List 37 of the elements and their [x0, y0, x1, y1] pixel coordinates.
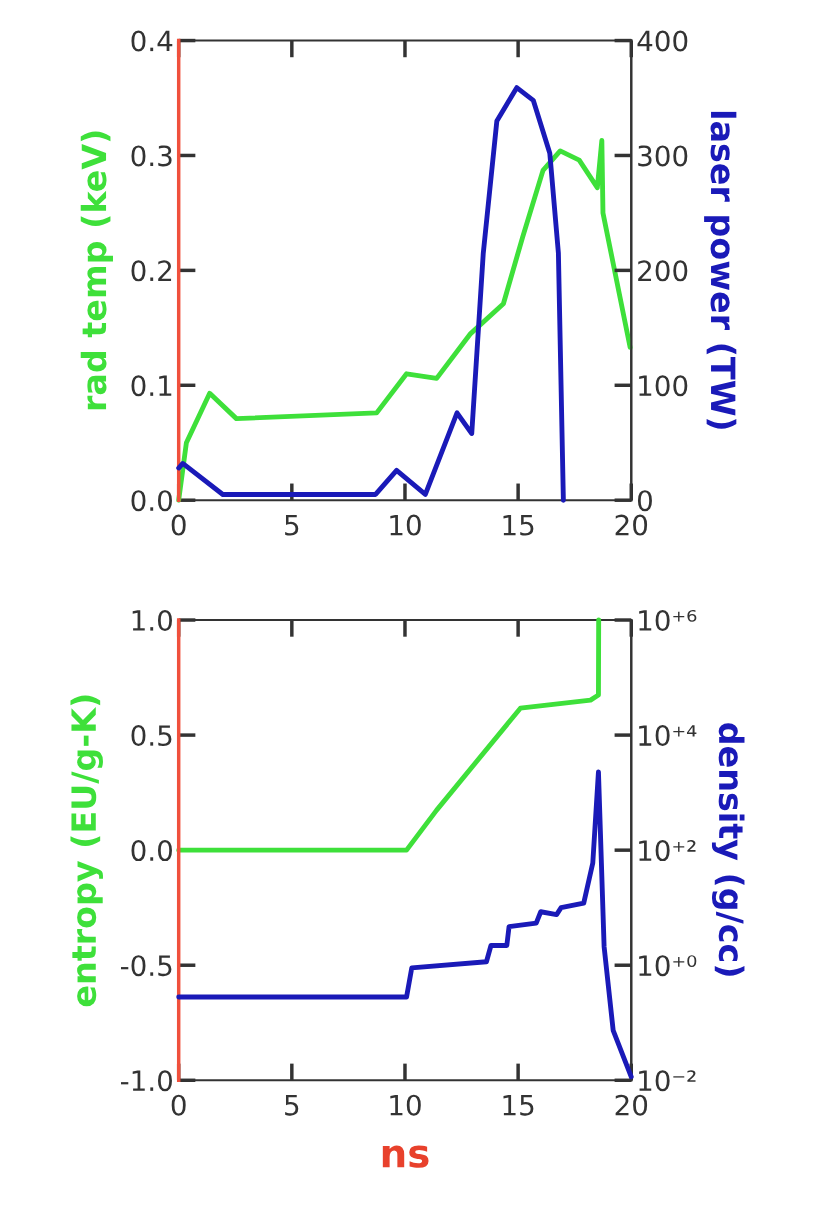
- y-tick-label: 0.5: [131, 725, 172, 747]
- line-series: [176, 617, 602, 853]
- y2-tick-label: 300: [638, 145, 688, 167]
- y2-tick-label: 0: [637, 490, 652, 512]
- line-series: [176, 85, 566, 503]
- y-tick-label: 0.3: [131, 145, 172, 167]
- y-tick-label: 0.2: [131, 260, 172, 282]
- y-tick-label: -1.0: [120, 1070, 172, 1092]
- x-tick-label: 15: [503, 1095, 534, 1116]
- y2-tick-label: 10⁺⁶: [639, 609, 697, 631]
- y-tick-label: -0.5: [120, 955, 172, 977]
- y-tick-label: 1.0: [132, 609, 172, 631]
- y2-tick-label: 10⁻²: [639, 1070, 696, 1092]
- x-tick-label: 5: [285, 514, 299, 536]
- y-tick-label: 0.0: [131, 490, 172, 512]
- x-tick-label: 20: [615, 1094, 648, 1116]
- y-axis-title: entropy (EU/g-K): [70, 695, 103, 1007]
- x-axis-title: ns: [382, 1145, 429, 1168]
- y2-tick-label: 400: [637, 30, 688, 52]
- y-tick-label: 0.4: [131, 30, 173, 52]
- y-axis-title: rad temp (keV): [80, 131, 113, 410]
- y-tick-label: 0.0: [131, 840, 172, 862]
- x-tick-label: 5: [285, 1095, 299, 1116]
- y2-tick-label: 10⁺⁰: [639, 955, 697, 977]
- x-tick-label: 10: [390, 1094, 421, 1116]
- y2-tick-label: 100: [639, 375, 688, 397]
- y2-tick-label: 10⁺⁴: [639, 725, 697, 747]
- x-tick-label: 0: [171, 514, 186, 536]
- y2-axis-title: density (g/cc): [711, 723, 745, 976]
- x-tick-label: 15: [503, 514, 534, 536]
- y-tick-label: 0.1: [131, 375, 172, 397]
- y2-axis-title: laser power (TW): [704, 111, 737, 429]
- x-tick-label: 10: [390, 514, 421, 536]
- x-tick-label: 0: [171, 1094, 186, 1116]
- y2-tick-label: 200: [638, 260, 688, 282]
- x-tick-label: 20: [615, 514, 648, 536]
- y2-tick-label: 10⁺²: [639, 840, 696, 862]
